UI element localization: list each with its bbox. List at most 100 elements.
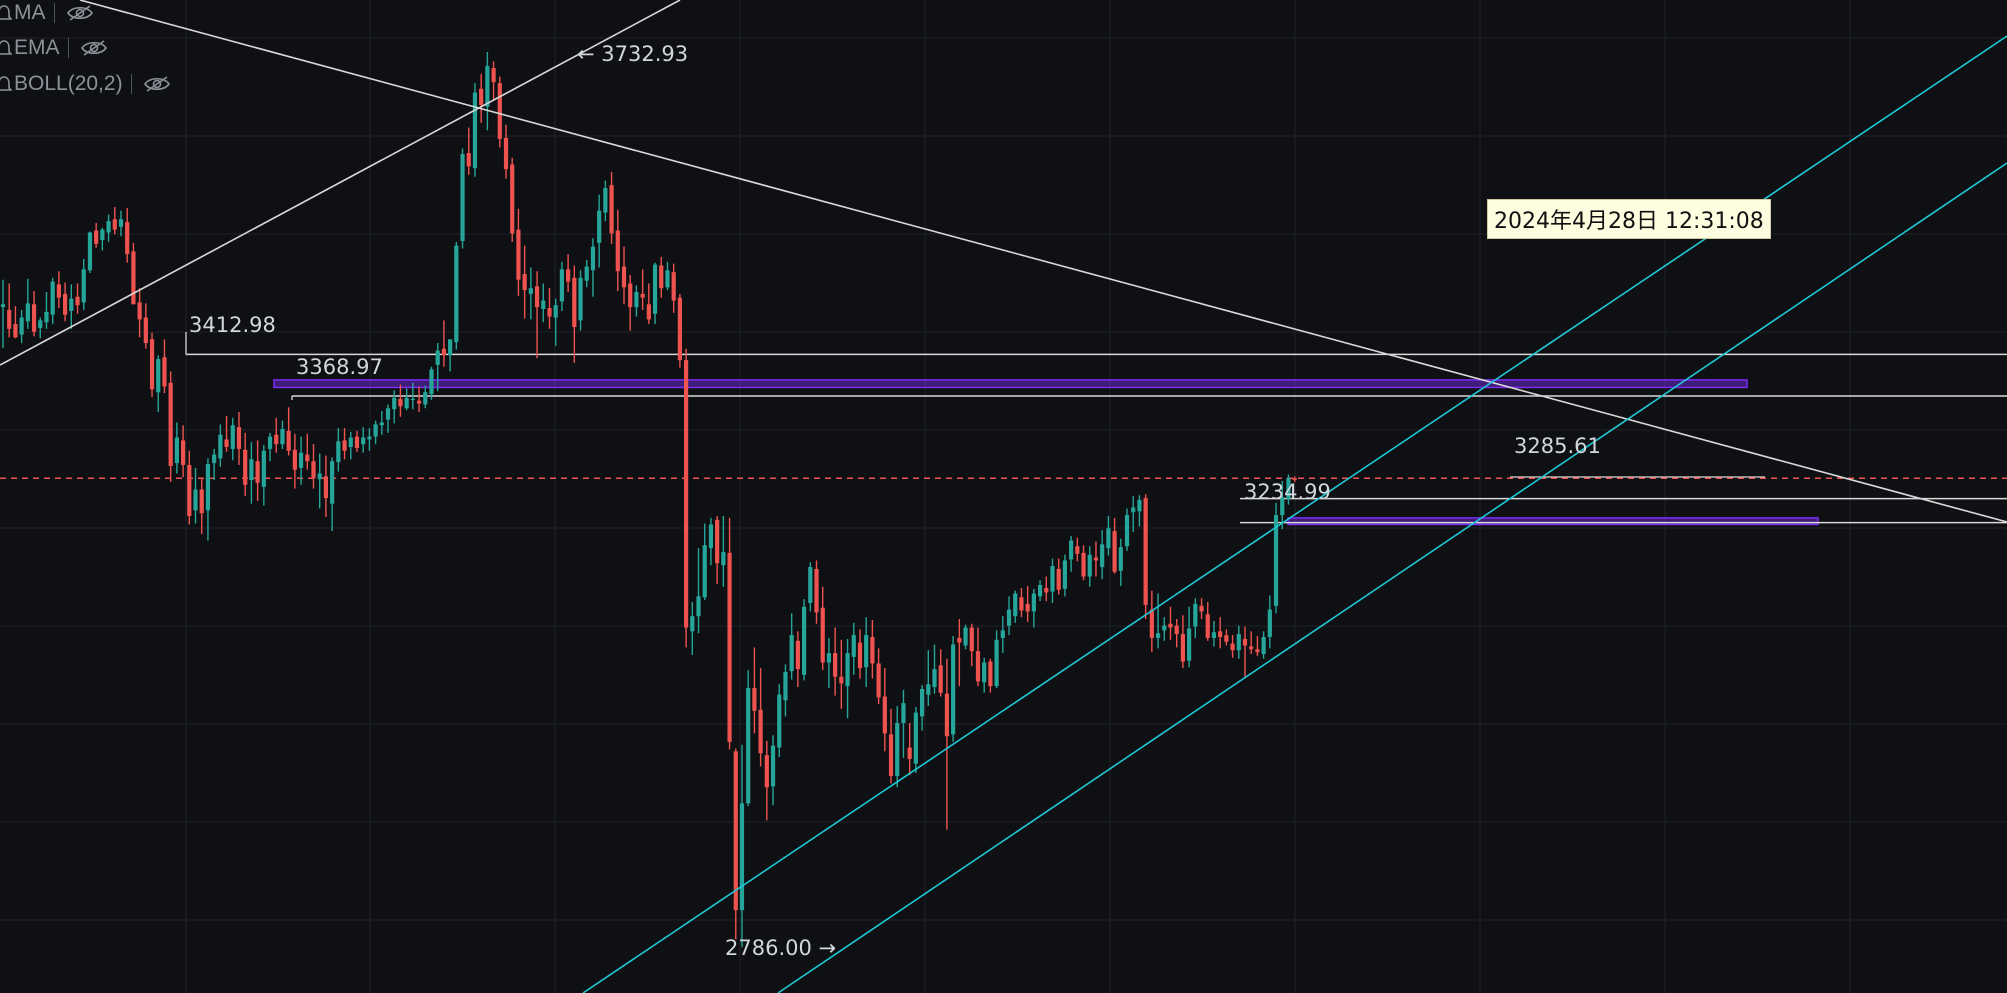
hidden-eye-icon[interactable] bbox=[65, 3, 95, 23]
candle bbox=[789, 613, 794, 680]
candle-body bbox=[702, 545, 707, 598]
candle bbox=[25, 278, 30, 329]
candle-body bbox=[112, 219, 117, 230]
candle bbox=[547, 288, 552, 329]
candle-body bbox=[125, 222, 130, 255]
candle bbox=[839, 639, 844, 709]
candle-body bbox=[379, 422, 384, 426]
candle bbox=[1062, 554, 1068, 597]
candle bbox=[1081, 545, 1086, 581]
candle-body bbox=[957, 637, 962, 643]
candle-body bbox=[69, 298, 74, 311]
candle-body bbox=[75, 296, 80, 306]
candle-body bbox=[336, 441, 341, 463]
candle bbox=[149, 332, 155, 397]
candle bbox=[317, 453, 322, 509]
candle bbox=[1137, 495, 1142, 527]
candle bbox=[1025, 585, 1030, 622]
candle bbox=[913, 706, 918, 774]
candle-body bbox=[230, 425, 235, 449]
candle-body bbox=[677, 297, 682, 361]
candle bbox=[243, 432, 248, 497]
candle-body bbox=[143, 317, 148, 344]
hidden-eye-icon[interactable] bbox=[142, 74, 172, 94]
alert-icon[interactable] bbox=[0, 4, 14, 22]
candle-body bbox=[435, 350, 440, 365]
candle bbox=[795, 631, 800, 688]
candle bbox=[193, 467, 198, 524]
candle bbox=[919, 685, 925, 731]
candle-body bbox=[174, 437, 179, 464]
candle-body bbox=[1292, 478, 1297, 481]
candle-body bbox=[1118, 547, 1123, 571]
candle-body bbox=[100, 229, 105, 241]
candle-body bbox=[1143, 498, 1148, 605]
candle bbox=[926, 650, 931, 706]
candle bbox=[112, 206, 117, 235]
candle bbox=[236, 412, 242, 465]
candle bbox=[354, 430, 360, 452]
candle-body bbox=[1019, 597, 1024, 611]
candle bbox=[628, 274, 633, 331]
candle-body bbox=[1131, 507, 1136, 513]
candle-body bbox=[466, 153, 471, 167]
alert-icon[interactable] bbox=[0, 39, 14, 57]
candle-body bbox=[1199, 605, 1204, 612]
candle bbox=[1205, 602, 1210, 641]
candle bbox=[305, 433, 310, 470]
candle-body bbox=[485, 66, 490, 107]
candle-body bbox=[1242, 638, 1248, 646]
candle-body bbox=[472, 92, 478, 169]
candle-body bbox=[746, 688, 751, 804]
candle bbox=[1100, 530, 1105, 580]
hidden-eye-icon[interactable] bbox=[79, 38, 109, 58]
candle-body bbox=[727, 552, 732, 742]
candle bbox=[1143, 494, 1148, 620]
candle bbox=[342, 428, 347, 460]
candle-body bbox=[603, 188, 608, 213]
candle-body bbox=[404, 397, 409, 409]
candle-body bbox=[1224, 635, 1229, 642]
indicator-label: EMA bbox=[14, 36, 60, 59]
candle-body bbox=[1050, 566, 1055, 592]
indicator-row-ema[interactable]: EMA bbox=[0, 33, 109, 63]
candle bbox=[640, 269, 645, 310]
candle bbox=[168, 371, 173, 482]
candle bbox=[118, 210, 124, 237]
candle-body bbox=[7, 309, 12, 329]
alert-icon[interactable] bbox=[0, 75, 14, 93]
candle-body bbox=[497, 83, 502, 139]
candles bbox=[0, 51, 1297, 947]
candle-body bbox=[479, 88, 484, 105]
candle-body bbox=[410, 398, 415, 401]
candle bbox=[721, 516, 726, 587]
candle-body bbox=[1000, 630, 1005, 638]
candle-body bbox=[932, 669, 937, 688]
candle bbox=[690, 602, 695, 655]
candle-body bbox=[1267, 609, 1272, 637]
candle-body bbox=[1249, 646, 1254, 650]
indicator-row-boll[interactable]: BOLL(20,2) bbox=[0, 69, 172, 99]
candle bbox=[106, 214, 111, 242]
candle bbox=[1230, 635, 1235, 658]
candle bbox=[267, 432, 273, 462]
candle bbox=[503, 124, 509, 179]
candle bbox=[205, 458, 211, 541]
candle-body bbox=[267, 436, 273, 449]
indicator-row-ma[interactable]: MA bbox=[0, 0, 95, 28]
candle bbox=[100, 227, 105, 251]
candle bbox=[1255, 636, 1260, 656]
candle-body bbox=[243, 449, 248, 485]
channel-line-lower bbox=[777, 162, 2007, 993]
candle-body bbox=[218, 434, 223, 459]
candle bbox=[392, 390, 397, 424]
candle-body bbox=[808, 567, 813, 603]
candle-body bbox=[416, 400, 422, 404]
candle bbox=[348, 431, 353, 460]
candle-body bbox=[522, 274, 527, 291]
candle-body bbox=[149, 339, 155, 390]
candle bbox=[522, 245, 527, 319]
candle-body bbox=[348, 437, 353, 448]
candle bbox=[510, 157, 515, 242]
